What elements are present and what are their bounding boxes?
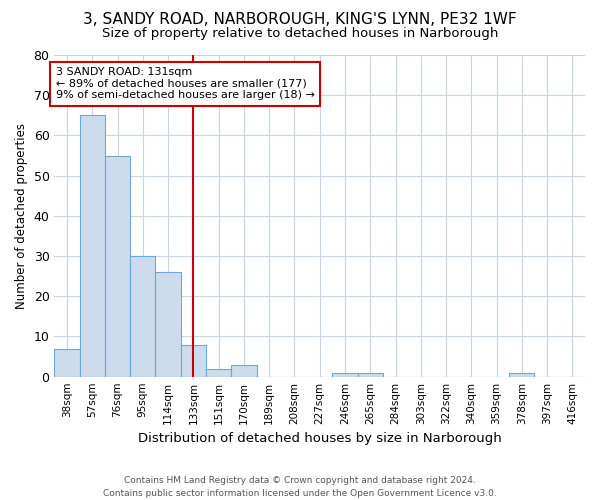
Bar (155, 272, 181, 376)
Y-axis label: Number of detached properties: Number of detached properties (15, 123, 28, 309)
Bar (55, 348, 80, 376)
Text: 3, SANDY ROAD, NARBOROUGH, KING'S LYNN, PE32 1WF: 3, SANDY ROAD, NARBOROUGH, KING'S LYNN, … (83, 12, 517, 28)
Bar (358, 372, 383, 376)
Text: Size of property relative to detached houses in Narborough: Size of property relative to detached ho… (102, 28, 498, 40)
Bar (130, 256, 155, 376)
Bar (509, 372, 535, 376)
Bar (231, 364, 257, 376)
Bar (181, 344, 206, 376)
Text: Contains HM Land Registry data © Crown copyright and database right 2024.
Contai: Contains HM Land Registry data © Crown c… (103, 476, 497, 498)
Bar (80, 116, 105, 376)
Bar (332, 372, 358, 376)
X-axis label: Distribution of detached houses by size in Narborough: Distribution of detached houses by size … (138, 432, 502, 445)
Bar (206, 368, 231, 376)
Bar (105, 156, 130, 376)
Text: 3 SANDY ROAD: 131sqm
← 89% of detached houses are smaller (177)
9% of semi-detac: 3 SANDY ROAD: 131sqm ← 89% of detached h… (56, 67, 314, 100)
